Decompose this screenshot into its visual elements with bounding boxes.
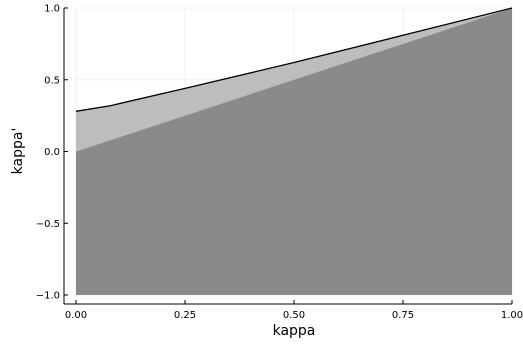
- ticks-layer: 0.00 0.25 0.50 0.75 1.00 −1.0 −0.5 0.0 0.5 1.0: [36, 4, 523, 322]
- y-tick-label-2: 0.0: [44, 147, 60, 158]
- y-tick-label-4: 1.0: [44, 4, 60, 15]
- y-tick-label-3: 0.5: [44, 75, 60, 86]
- axes-layer: [63, 8, 512, 305]
- upper-boundary-line-0: [75, 7, 513, 112]
- x-tick-label-3: 0.75: [392, 310, 414, 321]
- x-axis-label: kappa: [273, 323, 316, 339]
- area-band-1: [76, 8, 512, 295]
- x-tick-label-1: 0.25: [174, 310, 196, 321]
- x-tick-label-4: 1.00: [501, 310, 523, 321]
- y-axis-label: kappa': [10, 128, 26, 175]
- y-tick-label-0: −1.0: [36, 291, 60, 302]
- series-layer: [75, 7, 513, 295]
- x-tick-label-2: 0.50: [283, 310, 305, 321]
- x-tick-label-0: 0.00: [65, 310, 87, 321]
- y-tick-label-1: −0.5: [36, 219, 60, 230]
